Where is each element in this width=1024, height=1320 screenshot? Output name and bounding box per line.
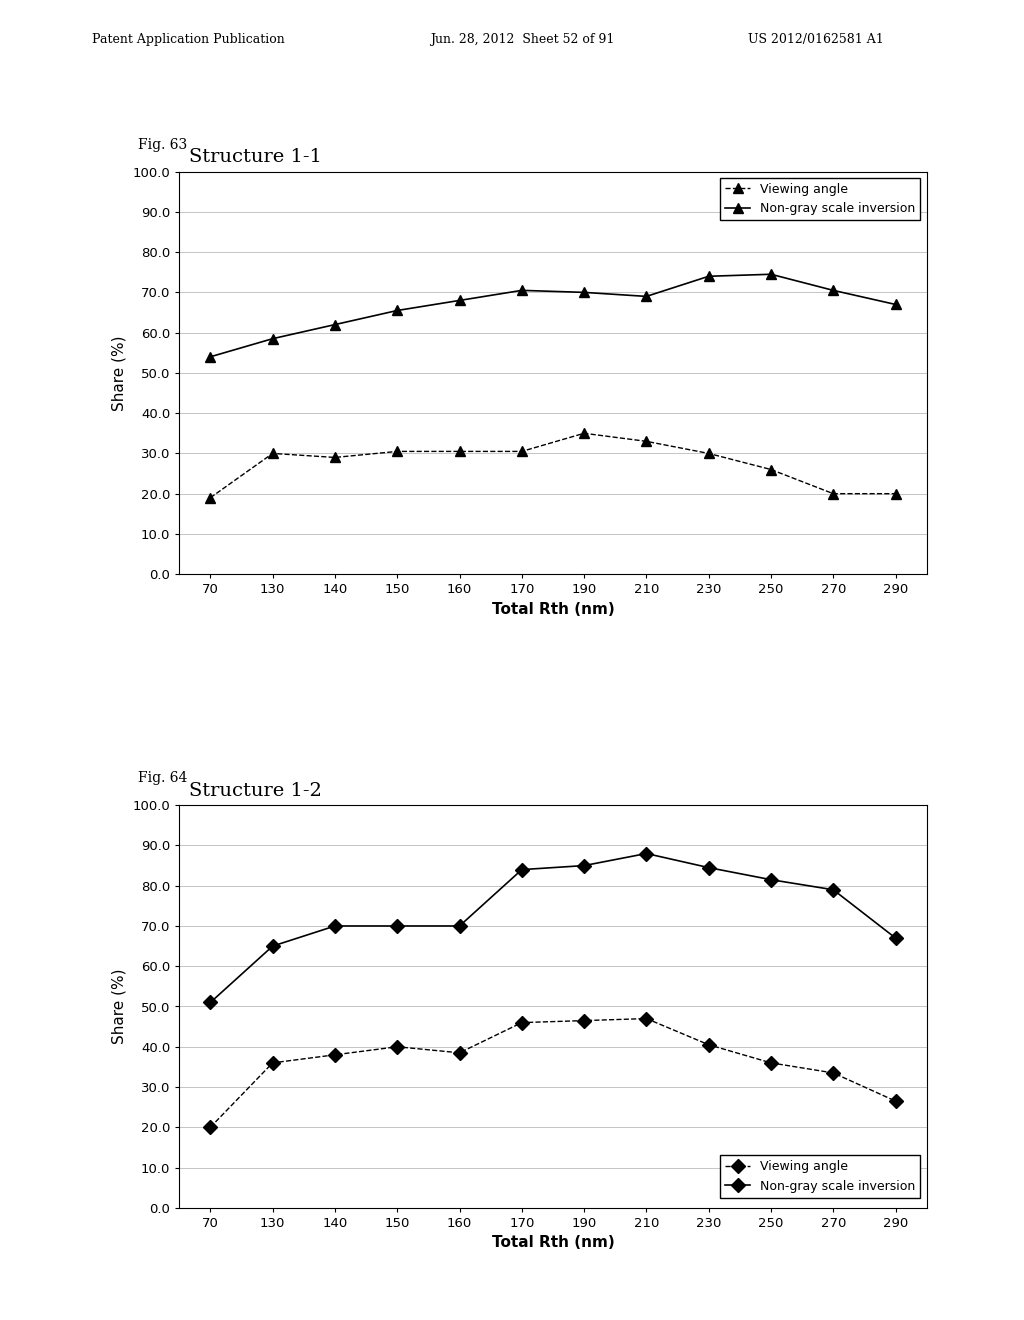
Text: Structure 1-1: Structure 1-1 xyxy=(189,148,323,166)
Non-gray scale inversion xyxy=(827,282,840,298)
Non-gray scale inversion xyxy=(578,858,590,874)
Line: Viewing angle: Viewing angle xyxy=(206,429,900,503)
Non-gray scale inversion xyxy=(516,862,528,878)
Viewing angle xyxy=(827,1065,840,1081)
Viewing angle xyxy=(516,1015,528,1031)
Viewing angle xyxy=(454,1045,466,1061)
Legend: Viewing angle, Non-gray scale inversion: Viewing angle, Non-gray scale inversion xyxy=(720,1155,921,1197)
Viewing angle xyxy=(391,1039,403,1055)
Viewing angle xyxy=(702,446,715,462)
Non-gray scale inversion xyxy=(890,931,902,946)
Non-gray scale inversion xyxy=(765,267,777,282)
Viewing angle xyxy=(329,1047,341,1063)
Viewing angle xyxy=(578,1012,590,1028)
Y-axis label: Share (%): Share (%) xyxy=(112,969,127,1044)
Text: Fig. 63: Fig. 63 xyxy=(138,137,187,152)
Text: Fig. 64: Fig. 64 xyxy=(138,771,187,785)
Non-gray scale inversion xyxy=(454,919,466,935)
Viewing angle xyxy=(516,444,528,459)
Viewing angle xyxy=(890,486,902,502)
Viewing angle xyxy=(391,444,403,459)
Viewing angle xyxy=(827,486,840,502)
Text: US 2012/0162581 A1: US 2012/0162581 A1 xyxy=(748,33,884,46)
Non-gray scale inversion xyxy=(266,939,279,954)
Non-gray scale inversion xyxy=(702,268,715,284)
Non-gray scale inversion xyxy=(827,882,840,898)
Non-gray scale inversion xyxy=(516,282,528,298)
Viewing angle xyxy=(765,1055,777,1071)
Non-gray scale inversion xyxy=(391,919,403,935)
Viewing angle xyxy=(266,1055,279,1071)
X-axis label: Total Rth (nm): Total Rth (nm) xyxy=(492,1236,614,1250)
Non-gray scale inversion xyxy=(640,846,652,862)
Y-axis label: Share (%): Share (%) xyxy=(112,335,127,411)
Viewing angle xyxy=(454,444,466,459)
Line: Viewing angle: Viewing angle xyxy=(206,1014,900,1133)
Legend: Viewing angle, Non-gray scale inversion: Viewing angle, Non-gray scale inversion xyxy=(720,178,921,220)
Non-gray scale inversion xyxy=(266,331,279,347)
Non-gray scale inversion xyxy=(765,871,777,887)
Viewing angle xyxy=(204,490,216,506)
Text: Structure 1-2: Structure 1-2 xyxy=(189,781,323,800)
Non-gray scale inversion xyxy=(204,994,216,1010)
Line: Non-gray scale inversion: Non-gray scale inversion xyxy=(206,849,900,1007)
Viewing angle xyxy=(266,446,279,462)
Non-gray scale inversion xyxy=(204,348,216,364)
Non-gray scale inversion xyxy=(329,317,341,333)
Text: Patent Application Publication: Patent Application Publication xyxy=(92,33,285,46)
Line: Non-gray scale inversion: Non-gray scale inversion xyxy=(206,269,900,362)
Viewing angle xyxy=(640,1011,652,1027)
Viewing angle xyxy=(204,1119,216,1135)
Non-gray scale inversion xyxy=(454,293,466,309)
Viewing angle xyxy=(329,450,341,466)
Non-gray scale inversion xyxy=(329,919,341,935)
Viewing angle xyxy=(765,462,777,478)
Non-gray scale inversion xyxy=(640,289,652,305)
X-axis label: Total Rth (nm): Total Rth (nm) xyxy=(492,602,614,616)
Text: Jun. 28, 2012  Sheet 52 of 91: Jun. 28, 2012 Sheet 52 of 91 xyxy=(430,33,614,46)
Non-gray scale inversion xyxy=(702,859,715,875)
Viewing angle xyxy=(702,1036,715,1052)
Viewing angle xyxy=(578,425,590,441)
Non-gray scale inversion xyxy=(890,297,902,313)
Non-gray scale inversion xyxy=(578,285,590,301)
Viewing angle xyxy=(890,1093,902,1109)
Viewing angle xyxy=(640,433,652,449)
Non-gray scale inversion xyxy=(391,302,403,318)
